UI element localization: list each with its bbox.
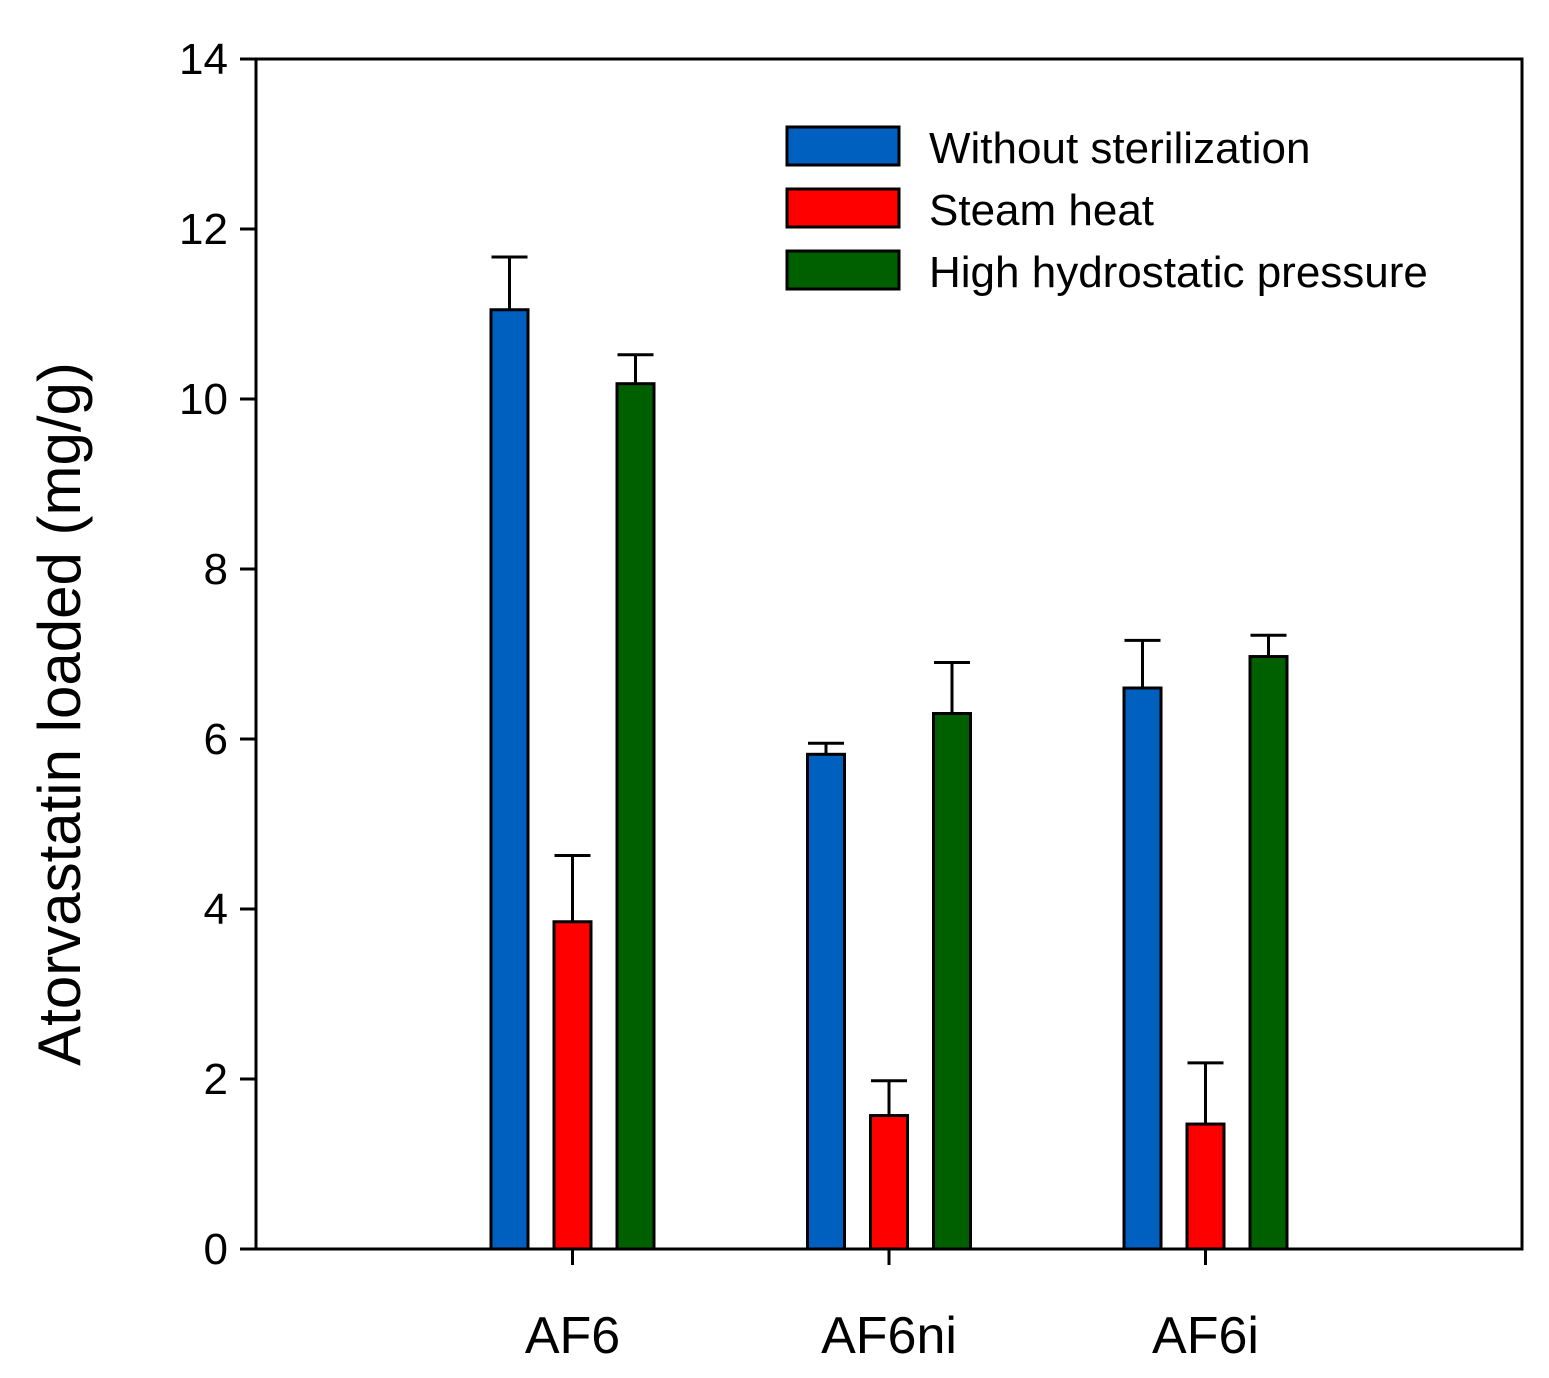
bar <box>1248 655 1289 1251</box>
y-tick-label: 2 <box>204 1055 228 1104</box>
error-bars-layer <box>491 255 1287 1125</box>
legend-swatch <box>785 187 901 229</box>
bar <box>806 752 846 1251</box>
legend-label: Steam heat <box>929 186 1154 235</box>
y-tick-label: 14 <box>179 35 228 84</box>
y-tick-label: 4 <box>204 885 228 934</box>
legend-swatch <box>785 125 901 167</box>
x-tick-label: AF6ni <box>821 1307 957 1365</box>
y-axis-label: Atorvastatin loaded (mg/g) <box>26 362 93 1066</box>
bar <box>552 920 593 1251</box>
axis-layer: 0 2 4 6 8 10 12 14 AF6 AF6ni AF6i <box>179 35 1259 1365</box>
y-tick-label: 8 <box>204 545 228 594</box>
y-tick-label: 6 <box>204 715 228 764</box>
y-tick-label: 0 <box>204 1225 228 1274</box>
legend-label: High hydrostatic pressure <box>929 248 1428 297</box>
bar <box>1185 1122 1226 1251</box>
x-tick-label: AF6i <box>1152 1307 1259 1365</box>
bar <box>869 1114 909 1251</box>
legend: Without sterilization Steam heat High hydr… <box>785 124 1428 297</box>
y-tick-label: 10 <box>179 375 228 424</box>
bar <box>489 308 530 1251</box>
bar <box>615 382 656 1251</box>
plot-frame <box>254 57 1524 1251</box>
legend-swatch <box>785 249 901 291</box>
x-tick-label: AF6 <box>525 1307 620 1365</box>
y-tick-label: 12 <box>179 205 228 254</box>
bar <box>932 712 972 1251</box>
bar <box>1122 686 1163 1251</box>
legend-label: Without sterilization <box>929 124 1310 173</box>
